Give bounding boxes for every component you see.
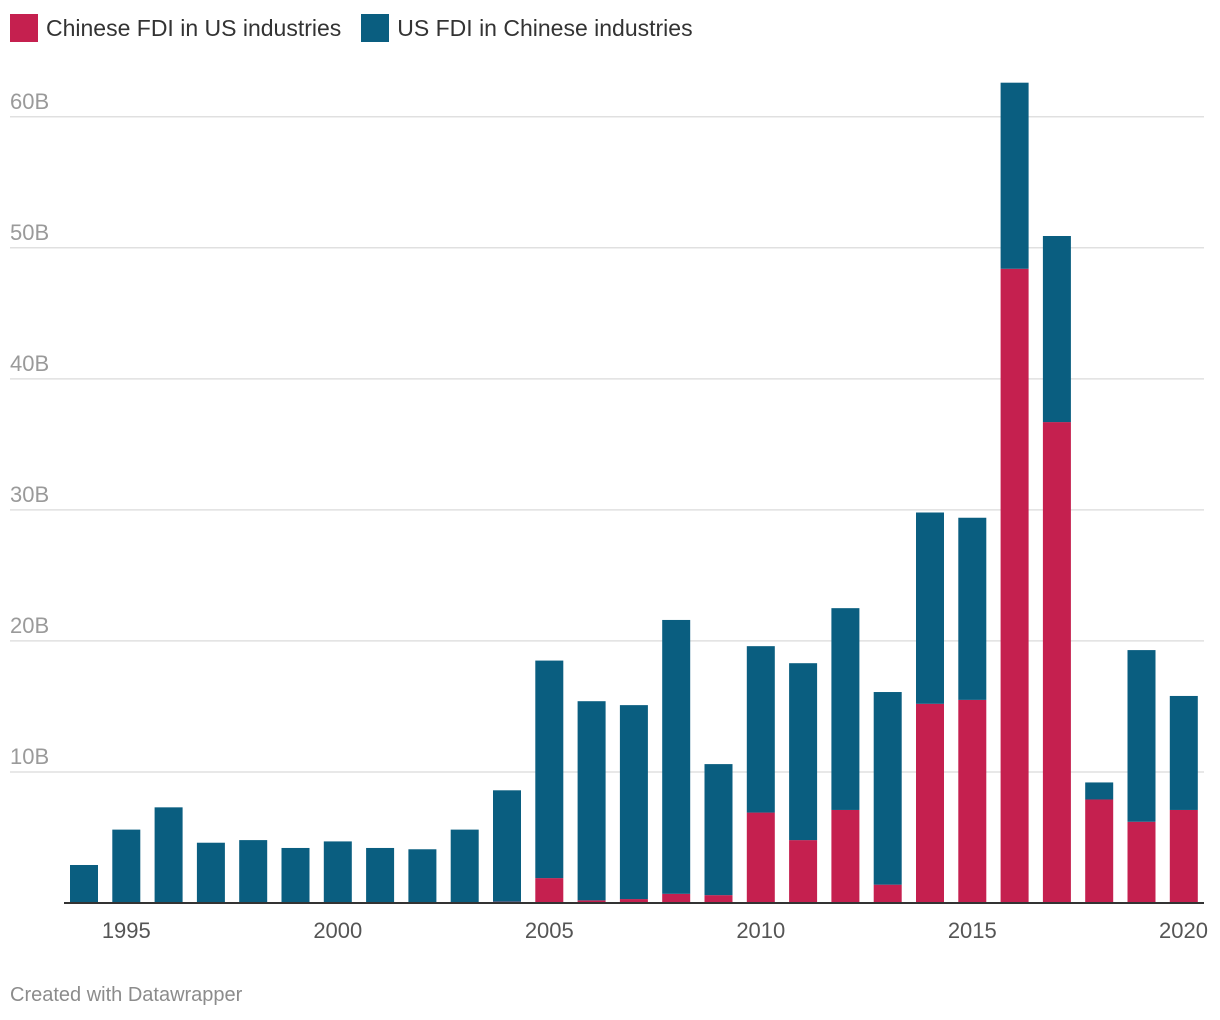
bar-us-fdi-2018 bbox=[1085, 782, 1114, 800]
x-tick-label: 1995 bbox=[102, 918, 151, 943]
bar-us-fdi-2013 bbox=[873, 692, 902, 885]
bar-chinese-fdi-2020 bbox=[1169, 809, 1198, 903]
x-tick-label: 2000 bbox=[313, 918, 362, 943]
bar-us-fdi-2009 bbox=[704, 764, 733, 896]
bar-chinese-fdi-2007 bbox=[619, 899, 648, 903]
bar-us-fdi-2017 bbox=[1042, 236, 1071, 423]
bar-us-fdi-1998 bbox=[239, 840, 268, 903]
bar-chinese-fdi-2017 bbox=[1042, 422, 1071, 903]
bar-us-fdi-2011 bbox=[789, 663, 818, 841]
bar-us-fdi-1996 bbox=[154, 807, 183, 903]
x-tick-label: 2010 bbox=[736, 918, 785, 943]
bar-chinese-fdi-2018 bbox=[1085, 799, 1114, 903]
bar-chinese-fdi-2015 bbox=[958, 699, 987, 903]
bar-us-fdi-2008 bbox=[662, 619, 691, 894]
bar-us-fdi-2004 bbox=[493, 790, 521, 902]
bar-chinese-fdi-2016 bbox=[1000, 268, 1029, 904]
bar-us-fdi-1994 bbox=[70, 864, 98, 903]
bar-chinese-fdi-2012 bbox=[831, 809, 860, 903]
bar-us-fdi-2012 bbox=[831, 608, 860, 810]
bar-us-fdi-2003 bbox=[450, 829, 479, 903]
bar-us-fdi-2020 bbox=[1169, 695, 1198, 810]
bar-chinese-fdi-2009 bbox=[704, 895, 733, 903]
legend-item-chinese-fdi: Chinese FDI in US industries bbox=[10, 14, 341, 42]
footer-credit: Created with Datawrapper bbox=[10, 984, 243, 1006]
bar-us-fdi-2002 bbox=[408, 849, 437, 903]
x-tick-label: 2005 bbox=[525, 918, 574, 943]
y-tick-label: 30B bbox=[10, 482, 49, 507]
bar-chinese-fdi-2019 bbox=[1127, 821, 1156, 903]
bar-us-fdi-2016 bbox=[1000, 82, 1029, 269]
bar-us-fdi-1995 bbox=[112, 829, 141, 903]
legend-swatch-us-fdi bbox=[361, 14, 390, 42]
y-tick-label: 50B bbox=[10, 220, 49, 245]
x-tick-label: 2015 bbox=[948, 918, 997, 943]
bar-us-fdi-1999 bbox=[281, 847, 310, 903]
legend-swatch-chinese-fdi bbox=[10, 14, 38, 42]
chart-legend: Chinese FDI in US industries US FDI in C… bbox=[10, 12, 713, 44]
bar-chinese-fdi-2014 bbox=[916, 703, 944, 903]
y-tick-label: 60B bbox=[10, 89, 49, 114]
bar-chinese-fdi-2005 bbox=[535, 878, 564, 903]
bar-us-fdi-2006 bbox=[577, 701, 606, 901]
bar-chinese-fdi-2006 bbox=[577, 900, 606, 903]
bar-us-fdi-1997 bbox=[196, 842, 225, 903]
y-tick-label: 40B bbox=[10, 351, 49, 376]
stacked-bar-chart: 10B 20B 30B 40B 50B 60B 1995 2000 2005 2010 2015 20… bbox=[10, 82, 1208, 943]
legend-label-chinese-fdi: Chinese FDI in US industries bbox=[46, 14, 342, 41]
bar-us-fdi-2019 bbox=[1127, 650, 1156, 822]
bar-chinese-fdi-2010 bbox=[746, 812, 775, 903]
bar-us-fdi-2007 bbox=[619, 705, 648, 900]
bar-us-fdi-2001 bbox=[366, 847, 395, 903]
bar-us-fdi-2005 bbox=[535, 660, 564, 879]
bar-us-fdi-2000 bbox=[323, 841, 352, 903]
legend-label-us-fdi: US FDI in Chinese industries bbox=[397, 14, 693, 41]
x-tick-label: 2020 bbox=[1159, 918, 1208, 943]
y-tick-label: 10B bbox=[10, 744, 49, 769]
bar-chinese-fdi-2008 bbox=[662, 893, 691, 903]
bar-us-fdi-2010 bbox=[746, 646, 775, 813]
bar-chinese-fdi-2013 bbox=[873, 884, 902, 903]
y-tick-label: 20B bbox=[10, 613, 49, 638]
bar-us-fdi-2015 bbox=[958, 517, 987, 700]
legend-item-us-fdi: US FDI in Chinese industries bbox=[361, 14, 693, 42]
bar-us-fdi-2014 bbox=[916, 512, 944, 704]
bar-chinese-fdi-2011 bbox=[789, 840, 818, 903]
